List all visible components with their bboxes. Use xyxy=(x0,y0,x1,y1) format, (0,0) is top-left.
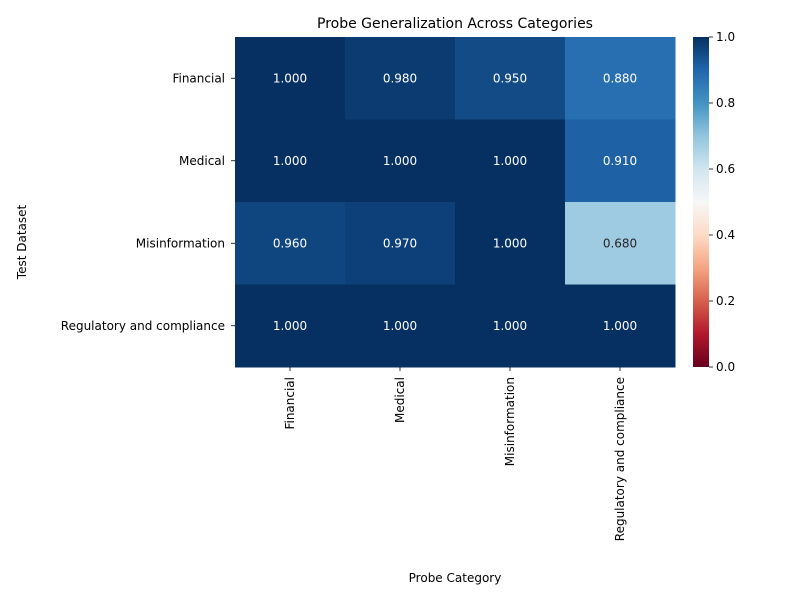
heatmap-cell xyxy=(235,37,346,120)
heatmap-cell xyxy=(235,119,346,203)
x-tick-label: Medical xyxy=(393,377,407,423)
y-tick-label: Regulatory and compliance xyxy=(61,319,225,333)
colorbar-tick-label: 0.6 xyxy=(716,162,735,176)
x-axis-label: Probe Category xyxy=(409,571,502,585)
heatmap-cell xyxy=(565,37,676,120)
cell-value-label: 0.880 xyxy=(603,71,637,85)
heatmap-cell xyxy=(345,202,456,285)
colorbar-gradient xyxy=(693,37,709,367)
cell-value-label: 1.000 xyxy=(493,154,527,168)
colorbar-tick-label: 0.0 xyxy=(716,360,735,374)
heatmap-cell xyxy=(345,37,456,120)
y-axis-label: Test Dataset xyxy=(15,204,29,280)
heatmap-cell xyxy=(455,284,566,368)
colorbar: 0.0 0.2 0.4 0.6 0.8 1.0 xyxy=(693,30,735,374)
x-tick-label: Misinformation xyxy=(503,377,517,466)
cell-value-label: 1.000 xyxy=(493,236,527,250)
cell-value-label: 1.000 xyxy=(383,154,417,168)
cell-value-label: 1.000 xyxy=(603,319,637,333)
cell-value-label: 1.000 xyxy=(493,319,527,333)
y-tick-label: Financial xyxy=(172,71,225,85)
heatmap-cell xyxy=(235,284,346,368)
heatmap-cell xyxy=(455,119,566,203)
colorbar-tick-label: 0.4 xyxy=(716,228,735,242)
x-tick-label: Regulatory and compliance xyxy=(613,377,627,541)
cell-value-labels: 1.000 0.980 0.950 0.880 1.000 1.000 1.000 0.910… xyxy=(273,71,637,333)
heatmap-cell xyxy=(345,119,456,203)
cell-value-label: 0.960 xyxy=(273,236,307,250)
chart-title: Probe Generalization Across Categories xyxy=(317,16,593,32)
heatmap-cell xyxy=(455,202,566,285)
heatmap-cell xyxy=(455,37,566,120)
x-tick-labels: Financial Medical Misinformation Regulatory… xyxy=(283,367,627,541)
cell-value-label: 0.950 xyxy=(493,71,527,85)
cell-value-label: 0.680 xyxy=(603,236,637,250)
cell-value-label: 1.000 xyxy=(273,319,307,333)
colorbar-tick-label: 0.8 xyxy=(716,96,735,110)
heatmap-cell xyxy=(565,202,676,285)
heatmap-cell xyxy=(565,284,676,368)
heatmap-cell xyxy=(235,202,346,285)
colorbar-tick-label: 1.0 xyxy=(716,30,735,44)
cell-value-label: 1.000 xyxy=(383,319,417,333)
heatmap-cell xyxy=(565,119,676,203)
cell-value-label: 0.980 xyxy=(383,71,417,85)
y-tick-labels: Financial Medical Misinformation Regulatory… xyxy=(61,71,235,333)
cell-value-label: 0.910 xyxy=(603,154,637,168)
cell-value-label: 1.000 xyxy=(273,71,307,85)
cell-value-label: 0.970 xyxy=(383,236,417,250)
heatmap-cell xyxy=(345,284,456,368)
heatmap-cells xyxy=(235,37,676,368)
x-tick-label: Financial xyxy=(283,377,297,430)
colorbar-ticks: 0.0 0.2 0.4 0.6 0.8 1.0 xyxy=(709,30,735,374)
y-tick-label: Misinformation xyxy=(136,236,225,250)
colorbar-tick-label: 0.2 xyxy=(716,294,735,308)
y-tick-label: Medical xyxy=(179,154,225,168)
cell-value-label: 1.000 xyxy=(273,154,307,168)
